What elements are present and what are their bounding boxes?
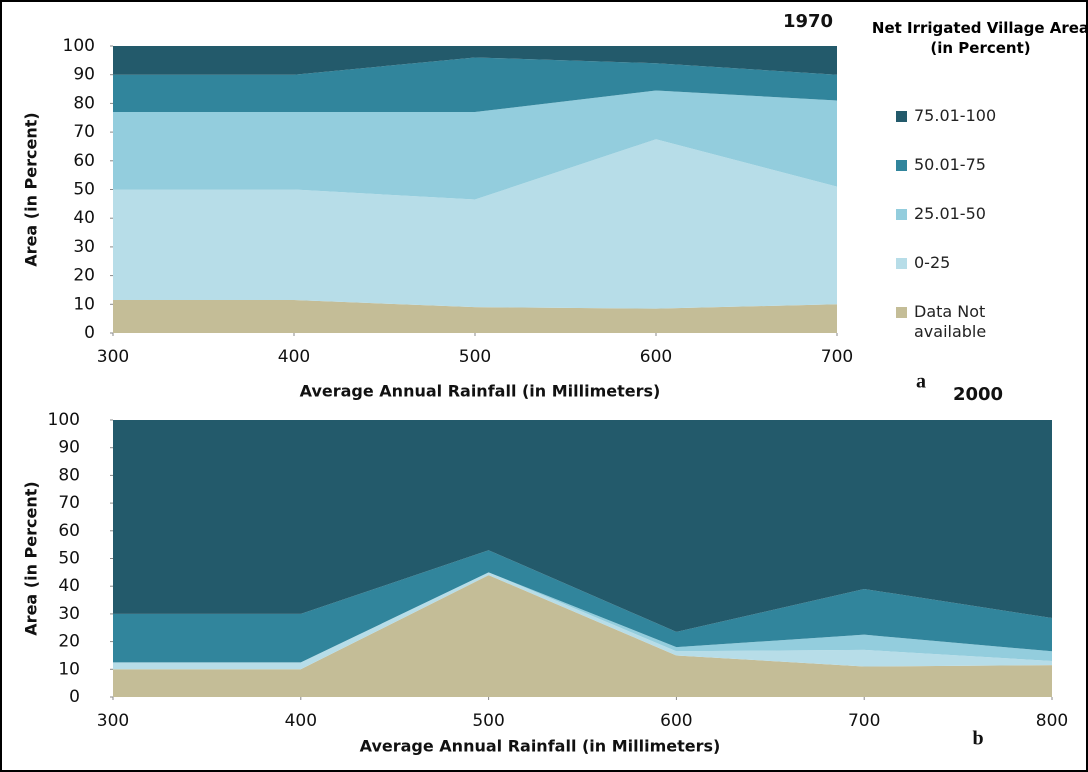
legend-title: Net Irrigated Village Area (in Percent)	[871, 19, 1088, 57]
y-tick-label: 70	[73, 122, 95, 142]
y-tick-label: 50	[73, 180, 95, 200]
legend-swatch	[896, 160, 907, 171]
x-tick-label: 400	[285, 711, 317, 731]
y-tick-label: 40	[58, 576, 80, 596]
y-tick-label: 90	[73, 65, 95, 85]
legend-swatch	[896, 307, 907, 318]
y-axis-label: Area (in Percent)	[22, 112, 41, 266]
x-tick-label: 800	[1036, 711, 1068, 731]
x-tick-label: 500	[459, 347, 491, 367]
chart-title: 1970	[783, 11, 833, 32]
x-tick-label: 300	[97, 711, 129, 731]
y-tick-label: 40	[73, 208, 95, 228]
legend-swatch	[896, 111, 907, 122]
y-tick-label: 60	[73, 151, 95, 171]
x-tick-label: 300	[97, 347, 129, 367]
y-tick-label: 60	[58, 521, 80, 541]
y-tick-label: 0	[84, 323, 95, 343]
x-tick-label: 500	[472, 711, 504, 731]
y-tick-label: 100	[48, 410, 80, 430]
x-axis-label: Average Annual Rainfall (in Millimeters)	[300, 382, 661, 401]
y-tick-label: 90	[58, 438, 80, 458]
area	[113, 57, 837, 113]
x-tick-label: 400	[278, 347, 310, 367]
area	[113, 299, 837, 333]
y-tick-label: 10	[73, 294, 95, 314]
area	[113, 139, 837, 309]
x-axis-label: Average Annual Rainfall (in Millimeters)	[360, 737, 721, 756]
y-tick-label: 20	[58, 632, 80, 652]
area	[113, 575, 1052, 697]
y-tick-label: 10	[58, 659, 80, 679]
legend-swatch	[896, 258, 907, 269]
area	[113, 572, 1052, 663]
y-tick-label: 100	[63, 36, 95, 56]
legend-label: 75.01-100	[914, 106, 997, 125]
legend-label: 25.01-50	[914, 204, 986, 223]
legend-label: 50.01-75	[914, 155, 986, 174]
area	[113, 420, 1052, 632]
legend-swatch	[896, 209, 907, 220]
area	[113, 46, 837, 75]
x-tick-label: 600	[640, 347, 672, 367]
legend-label: Data Not available	[914, 302, 987, 341]
y-axis-label: Area (in Percent)	[22, 481, 41, 635]
area	[113, 90, 837, 200]
y-tick-label: 70	[58, 493, 80, 513]
y-tick-label: 80	[73, 93, 95, 113]
chart-title: 2000	[953, 384, 1003, 405]
y-tick-label: 30	[73, 237, 95, 257]
y-tick-label: 0	[69, 687, 80, 707]
panel-label: b	[972, 728, 983, 750]
x-tick-label: 600	[660, 711, 692, 731]
panel-label: a	[916, 371, 926, 393]
y-tick-label: 80	[58, 465, 80, 485]
y-tick-label: 20	[73, 266, 95, 286]
y-tick-label: 50	[58, 549, 80, 569]
legend-label: 0-25	[914, 253, 951, 272]
area	[113, 550, 1052, 663]
x-tick-label: 700	[848, 711, 880, 731]
x-tick-label: 700	[821, 347, 853, 367]
y-tick-label: 30	[58, 604, 80, 624]
area	[113, 572, 1052, 670]
